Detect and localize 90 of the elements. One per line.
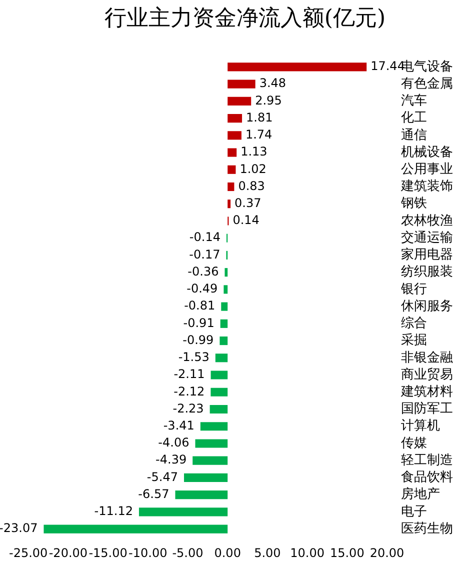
- data-label: -0.17: [189, 247, 220, 262]
- x-tick-label: -15.00: [88, 546, 128, 560]
- y-tick-label: 房地产: [401, 486, 440, 502]
- y-tick-label: 银行: [400, 282, 427, 297]
- data-label: -2.12: [174, 384, 205, 398]
- y-tick-label: 传媒: [401, 436, 427, 451]
- y-tick-label: 公用事业: [401, 162, 453, 178]
- bar: [228, 182, 234, 192]
- y-tick-label: 商业贸易: [401, 367, 453, 382]
- data-label: -11.12: [94, 504, 133, 518]
- x-tick-label: 0.00: [214, 546, 241, 560]
- data-label: -0.36: [188, 264, 219, 278]
- x-tick-label: 15.00: [330, 546, 364, 560]
- y-tick-label: 农林牧渔: [401, 213, 453, 228]
- data-label: 0.37: [234, 196, 262, 210]
- data-label: -2.11: [174, 367, 205, 382]
- bar: [210, 388, 228, 396]
- y-tick-label: 有色金属: [401, 76, 453, 92]
- data-label: -0.49: [186, 282, 218, 296]
- x-tick-label: -5.00: [172, 546, 204, 560]
- y-tick-label: 纺织服装: [401, 264, 453, 280]
- y-tick-label: 交通运输: [401, 229, 453, 246]
- y-tick-label: 食品饮料: [401, 470, 453, 486]
- bar: [228, 200, 231, 208]
- y-tick-label: 医药生物: [401, 521, 453, 536]
- data-label: -4.39: [156, 452, 187, 467]
- y-tick-label: 化工: [401, 110, 427, 126]
- y-tick-label: 非银金融: [401, 350, 453, 366]
- bar: [228, 62, 367, 72]
- y-tick-label: 机械设备: [401, 144, 453, 160]
- x-tick-label: 20.00: [370, 546, 404, 560]
- y-tick-label: 通信: [401, 128, 427, 143]
- data-label: -23.07: [0, 521, 38, 536]
- bar: [221, 302, 228, 311]
- bar: [210, 370, 228, 380]
- data-label: -3.41: [163, 418, 194, 432]
- y-tick-label: 电子: [401, 504, 427, 520]
- data-label: -5.47: [146, 470, 178, 484]
- data-label: 2.95: [255, 93, 282, 108]
- bar: [210, 404, 228, 414]
- bar: [184, 473, 228, 482]
- data-label: -0.14: [189, 230, 220, 244]
- data-label: -4.06: [158, 436, 190, 450]
- data-label: -6.57: [138, 486, 170, 501]
- data-label: -0.91: [183, 316, 214, 330]
- data-label: 1.81: [246, 110, 273, 124]
- bar: [138, 508, 228, 516]
- bar: [224, 285, 228, 294]
- data-label: 0.83: [238, 178, 265, 193]
- y-tick-label: 建筑材料: [400, 384, 453, 400]
- y-tick-label: 建筑装饰: [400, 179, 453, 194]
- bar: [228, 148, 237, 157]
- chart-title: 行业主力资金净流入额(亿元): [104, 6, 386, 31]
- y-tick-label: 钢铁: [400, 196, 427, 212]
- data-label: -1.53: [178, 350, 210, 364]
- bar: [215, 354, 228, 362]
- y-tick-label: 休闲服务: [401, 298, 453, 314]
- data-label: 1.02: [240, 162, 266, 176]
- bar: [228, 114, 242, 123]
- data-label: 0.14: [232, 213, 260, 228]
- bar: [192, 456, 228, 465]
- x-tick-label: -20.00: [48, 546, 88, 560]
- bar: [220, 319, 228, 328]
- bar: [228, 80, 256, 88]
- x-tick-label: -10.00: [128, 546, 168, 560]
- x-tick-label: 10.00: [290, 546, 324, 560]
- x-tick-label: -25.00: [9, 546, 48, 560]
- bar: [195, 439, 228, 448]
- data-label: 3.48: [259, 76, 286, 90]
- x-tick-label: 5.00: [254, 546, 281, 560]
- bar: [224, 268, 228, 277]
- y-tick-label: 家用电器: [401, 246, 453, 263]
- y-tick-label: 轻工制造: [401, 452, 453, 468]
- bar: [175, 490, 228, 500]
- data-label: 1.74: [245, 128, 272, 142]
- y-tick-label: 国防军工: [401, 402, 453, 417]
- data-label: 1.13: [240, 144, 268, 159]
- bar: [220, 336, 228, 346]
- y-tick-label: 综合: [401, 316, 427, 332]
- bar: [44, 524, 228, 534]
- data-label: -0.81: [184, 298, 216, 313]
- bar: [228, 131, 242, 140]
- y-tick-label: 采掘: [401, 333, 427, 348]
- bar: [228, 165, 236, 174]
- bar: [228, 96, 252, 106]
- data-label: -2.23: [172, 401, 204, 416]
- y-tick-label: 计算机: [401, 418, 440, 434]
- bar: [200, 422, 228, 431]
- y-tick-label: 汽车: [401, 94, 427, 109]
- data-label: -0.99: [182, 332, 214, 347]
